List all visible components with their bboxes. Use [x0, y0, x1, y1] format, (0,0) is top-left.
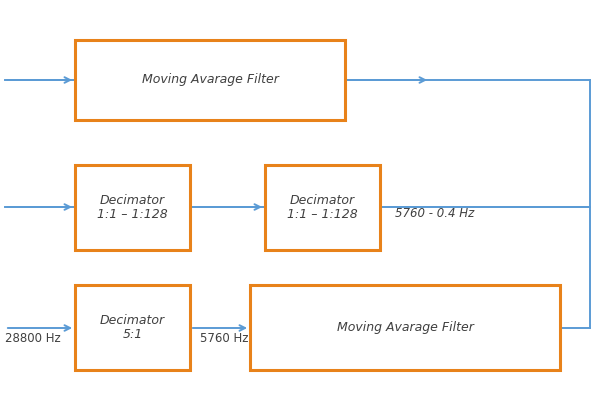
Text: 5760 Hz: 5760 Hz	[200, 332, 248, 345]
Text: Decimator
5:1: Decimator 5:1	[100, 313, 165, 341]
Text: Moving Avarage Filter: Moving Avarage Filter	[337, 321, 474, 334]
FancyBboxPatch shape	[265, 165, 380, 250]
FancyBboxPatch shape	[75, 285, 190, 370]
Text: Decimator
1:1 – 1:128: Decimator 1:1 – 1:128	[287, 194, 358, 222]
FancyBboxPatch shape	[75, 40, 345, 120]
Text: 28800 Hz: 28800 Hz	[5, 332, 61, 345]
Text: Moving Avarage Filter: Moving Avarage Filter	[142, 73, 278, 87]
FancyBboxPatch shape	[75, 165, 190, 250]
FancyBboxPatch shape	[250, 285, 560, 370]
Text: Decimator
1:1 – 1:128: Decimator 1:1 – 1:128	[97, 194, 168, 222]
Text: 5760 - 0.4 Hz: 5760 - 0.4 Hz	[395, 207, 474, 220]
